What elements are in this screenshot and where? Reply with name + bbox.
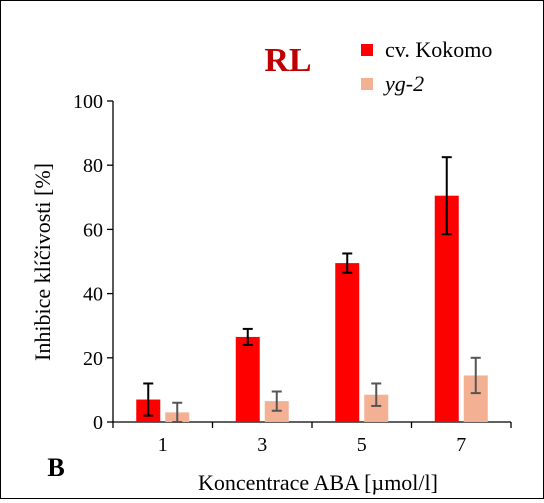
legend: cv. Kokomo yg-2 [361, 37, 492, 96]
chart-title: RL [264, 42, 311, 79]
bars [136, 195, 488, 422]
legend-label: cv. Kokomo [385, 37, 492, 62]
legend-swatch [361, 44, 373, 56]
y-tick-label: 80 [83, 155, 103, 177]
y-tick-label: 0 [93, 412, 103, 434]
x-tick-label: 7 [456, 434, 466, 456]
error-bars [143, 156, 481, 423]
x-tick-label: 1 [158, 434, 168, 456]
y-tick-label: 40 [83, 284, 103, 306]
y-axis-label: Inhibice klíčivosti [%] [30, 163, 55, 361]
x-tick-label: 5 [357, 434, 367, 456]
axes: 0 20 40 60 80 100 1 3 5 7 [73, 91, 512, 456]
y-tick-label: 60 [83, 219, 103, 241]
x-axis-label: Koncentrace ABA [µmol/l] [198, 470, 438, 495]
y-tick-label: 20 [83, 348, 103, 370]
bar-kokomo [235, 336, 260, 422]
x-tick-label: 3 [257, 434, 267, 456]
y-tick-label: 100 [73, 91, 103, 113]
bar-kokomo [335, 263, 360, 422]
panel-label: B [47, 453, 64, 482]
legend-swatch [361, 78, 373, 90]
legend-label: yg-2 [383, 71, 424, 96]
